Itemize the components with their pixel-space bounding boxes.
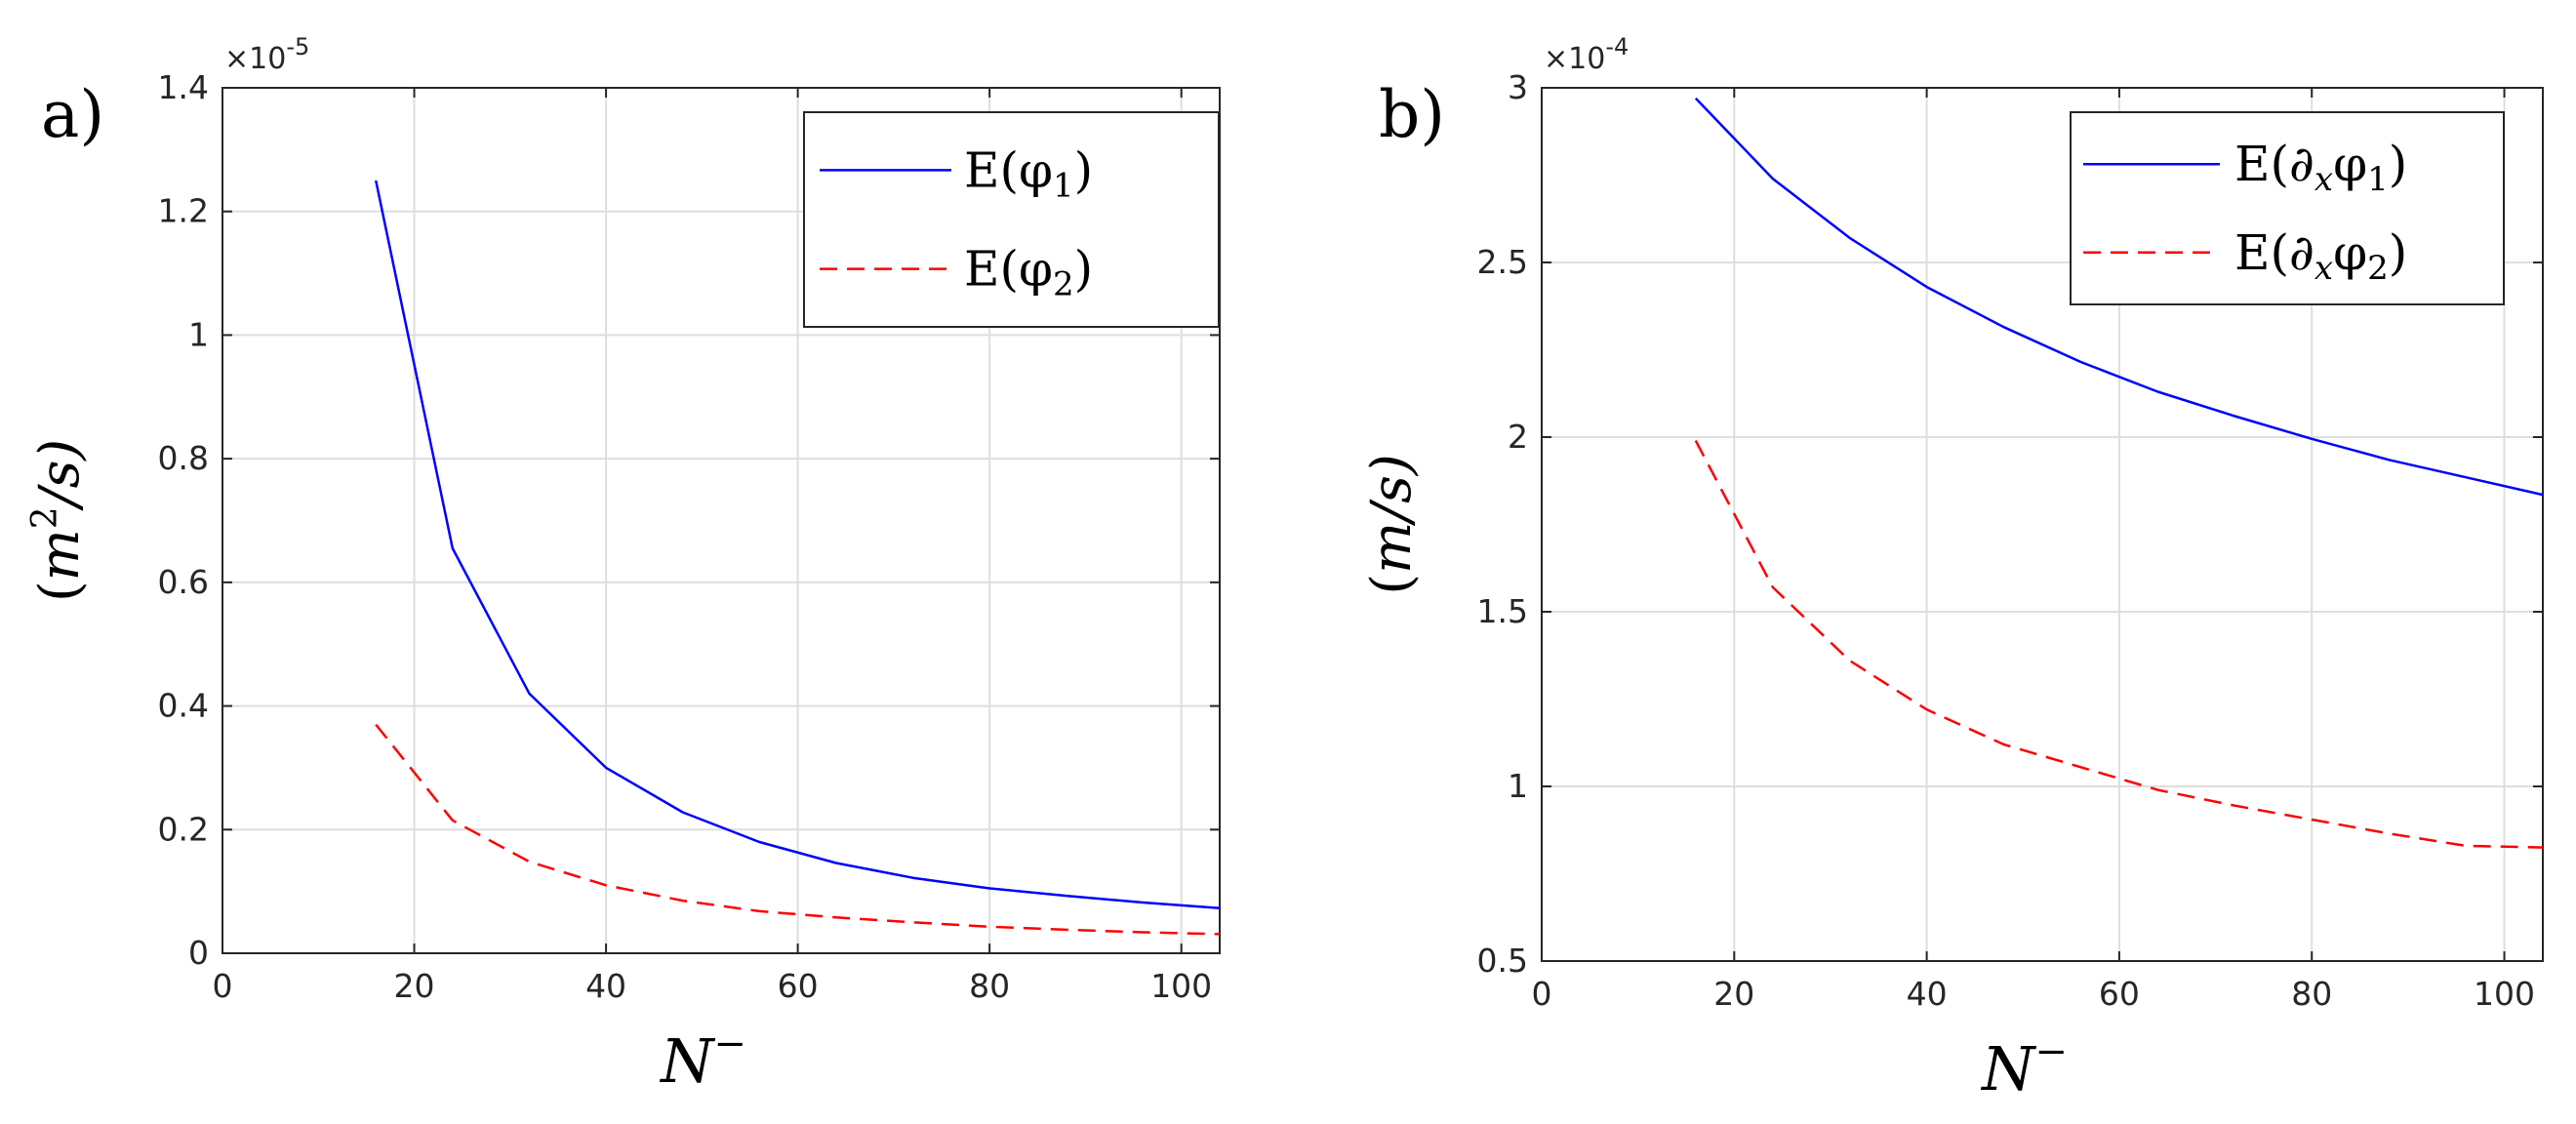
axes-frame (221, 87, 1221, 954)
panel-label: a) (41, 77, 104, 152)
legend-box (803, 111, 1220, 328)
y-tick-label: 3 (1508, 68, 1528, 106)
legend-label-1: E(φ1) (964, 141, 1093, 205)
x-axis-label: N− (1980, 1029, 2068, 1104)
series-line-2 (375, 723, 1221, 936)
y-exponent-label: ×10-5 (224, 33, 309, 76)
legend-box (2070, 111, 2505, 305)
y-tick-label: 1 (1508, 767, 1528, 805)
x-axis-label: N− (659, 1022, 746, 1097)
y-tick-label: 1.2 (158, 192, 209, 230)
legend-label-2: E(∂xφ2) (2234, 224, 2407, 288)
y-axis-label: (m/s) (1360, 454, 1424, 594)
y-axis-label: (m2/s) (25, 439, 92, 602)
panel-a: 0 20 40 60 80 100 0 0.2 0.4 0.6 0.8 1 1.2 1.4 ×10-5 a) N… (25, 33, 1221, 1097)
y-tick-label: 0.2 (158, 810, 209, 848)
legend-label-1: E(∂xφ1) (2234, 136, 2407, 199)
y-tick-label: 0 (188, 934, 209, 972)
x-tick-label: 80 (969, 967, 1010, 1005)
x-tick-label: 60 (2099, 975, 2140, 1013)
x-tick-label: 0 (213, 967, 233, 1005)
x-tick-label: 60 (778, 967, 819, 1005)
y-exponent-label: ×10-4 (1544, 33, 1629, 76)
series-line-2 (1694, 440, 2544, 849)
series-line-1 (1694, 97, 2544, 497)
x-tick-label: 80 (2291, 975, 2332, 1013)
y-tick-label: 0.6 (158, 563, 209, 601)
x-tick-label: 40 (585, 967, 626, 1005)
y-tick-label: 2.5 (1477, 243, 1528, 281)
x-tick-label: 20 (1713, 975, 1754, 1013)
y-tick-label: 0.8 (158, 439, 209, 477)
y-tick-label: 0.5 (1477, 942, 1528, 980)
legend-label-2: E(φ2) (964, 241, 1093, 304)
panel-label: b) (1379, 77, 1445, 152)
x-tick-label: 20 (394, 967, 435, 1005)
y-tick-label: 1.5 (1477, 592, 1528, 630)
y-tick-label: 1.4 (158, 68, 209, 106)
y-tick-label: 0.4 (158, 687, 209, 725)
x-tick-label: 40 (1907, 975, 1948, 1013)
x-tick-label: 100 (2474, 975, 2535, 1013)
x-tick-label: 100 (1150, 967, 1212, 1005)
y-tick-label: 2 (1508, 418, 1528, 456)
panel-b: 0 20 40 60 80 100 0.5 1 1.5 2 2.5 3 ×10-4 b) N− (m/s) E(… (1360, 33, 2544, 1104)
series-line-1 (374, 180, 1221, 909)
y-tick-label: 1 (188, 315, 209, 353)
axes-frame (1541, 87, 2544, 962)
x-tick-label: 0 (1532, 975, 1552, 1013)
